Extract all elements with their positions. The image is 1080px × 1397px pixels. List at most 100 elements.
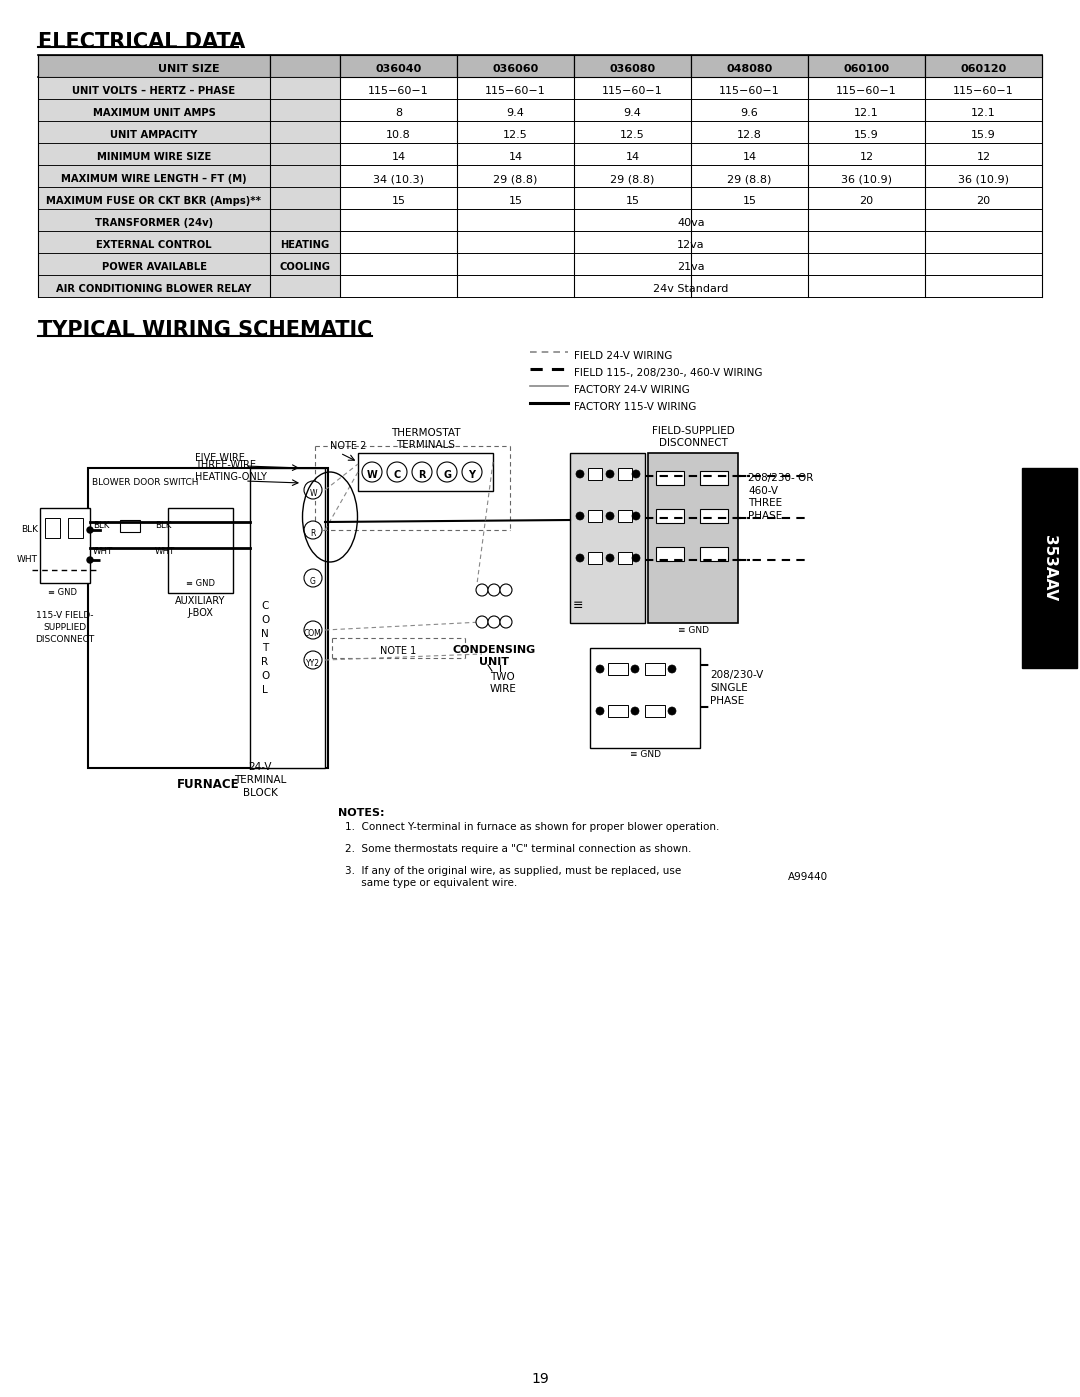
Bar [700,471,728,485]
Circle shape [411,462,432,482]
Text: 036060: 036060 [492,64,539,74]
Text: MINIMUM WIRE SIZE: MINIMUM WIRE SIZE [97,152,211,162]
Circle shape [576,555,584,562]
Circle shape [606,469,615,478]
Text: WHT: WHT [17,556,38,564]
Circle shape [303,651,322,669]
Text: FACTORY 115-V WIRING: FACTORY 115-V WIRING [573,402,697,412]
Text: WHT: WHT [156,548,175,556]
Bar [270,231,340,253]
Bar [608,664,627,675]
Text: 12va: 12va [677,240,705,250]
Circle shape [631,707,639,715]
Circle shape [500,584,512,597]
Bar [270,122,340,142]
Text: 15.9: 15.9 [971,130,996,140]
Circle shape [437,462,457,482]
Bar [357,453,492,490]
Bar [38,253,270,275]
Circle shape [87,527,93,534]
Text: 208/230- OR: 208/230- OR [748,474,813,483]
Text: 115−60−1: 115−60−1 [485,87,545,96]
Bar [270,77,340,99]
Text: UNIT SIZE: UNIT SIZE [158,64,220,74]
Text: WHT: WHT [93,548,113,556]
Bar [645,664,665,675]
Bar [645,705,665,717]
Circle shape [632,555,640,562]
Text: BLOWER DOOR SWITCH: BLOWER DOOR SWITCH [92,478,199,488]
Text: 115−60−1: 115−60−1 [954,87,1014,96]
Text: MAXIMUM FUSE OR CKT BKR (Amps)**: MAXIMUM FUSE OR CKT BKR (Amps)** [46,196,261,205]
Circle shape [488,584,500,597]
Text: ≡ GND: ≡ GND [49,588,78,597]
Text: TRANSFORMER (24v): TRANSFORMER (24v) [95,218,213,228]
Bar [270,187,340,210]
Text: 15: 15 [391,196,405,205]
Text: C
O
N
T
R
O
L: C O N T R O L [261,601,269,694]
Text: 2.  Some thermostats require a "C" terminal connection as shown.: 2. Some thermostats require a "C" termin… [345,844,691,854]
Text: 060120: 060120 [960,64,1007,74]
Bar [38,275,270,298]
Text: 9.4: 9.4 [623,108,642,117]
Text: TWO
WIRE: TWO WIRE [490,672,517,693]
Bar [457,54,573,77]
Text: FIELD 115-, 208/230-, 460-V WIRING: FIELD 115-, 208/230-, 460-V WIRING [573,367,762,379]
Text: 29 (8.8): 29 (8.8) [610,175,654,184]
Text: UNIT AMPACITY: UNIT AMPACITY [110,130,198,140]
Text: CONDENSING
UNIT: CONDENSING UNIT [453,645,536,666]
Circle shape [362,462,382,482]
Bar [38,231,270,253]
Text: 34 (10.3): 34 (10.3) [373,175,424,184]
Text: 12.1: 12.1 [971,108,996,117]
Text: W: W [309,489,316,499]
Text: NOTE 2: NOTE 2 [330,441,366,451]
Text: 12: 12 [860,152,874,162]
Text: 15: 15 [625,196,639,205]
Text: A99440: A99440 [788,872,828,882]
Text: NOTES:: NOTES: [338,807,384,819]
Bar [168,509,233,592]
Circle shape [632,511,640,520]
Text: HEATING: HEATING [281,240,329,250]
Circle shape [462,462,482,482]
Text: SINGLE: SINGLE [710,683,747,693]
Circle shape [500,616,512,629]
Circle shape [303,481,322,499]
Text: 060100: 060100 [843,64,890,74]
Bar [87,468,328,768]
Bar [588,468,602,481]
Text: 20: 20 [860,196,874,205]
Text: Y: Y [469,469,475,481]
Bar [40,509,90,583]
Text: FIELD 24-V WIRING: FIELD 24-V WIRING [573,351,673,360]
Text: FACTORY 24-V WIRING: FACTORY 24-V WIRING [573,386,690,395]
Bar [120,520,140,532]
Circle shape [606,511,615,520]
Text: FURNACE: FURNACE [177,778,240,791]
Text: 9.4: 9.4 [507,108,525,117]
Text: 115−60−1: 115−60−1 [719,87,780,96]
Text: THREE-WIRE
HEATING-ONLY: THREE-WIRE HEATING-ONLY [195,460,267,482]
Text: 15: 15 [743,196,756,205]
Bar [656,548,684,562]
Text: C: C [393,469,401,481]
Text: 8: 8 [395,108,402,117]
Text: POWER AVAILABLE: POWER AVAILABLE [102,263,206,272]
Text: 20: 20 [976,196,990,205]
Text: 12.5: 12.5 [620,130,645,140]
Circle shape [476,584,488,597]
Text: 115-V FIELD-
SUPPLIED
DISCONNECT: 115-V FIELD- SUPPLIED DISCONNECT [36,610,95,644]
Circle shape [87,557,93,563]
Bar [38,187,270,210]
Bar [270,54,340,77]
Bar [588,552,602,564]
Circle shape [596,665,604,673]
Circle shape [576,511,584,520]
Circle shape [606,555,615,562]
Circle shape [303,622,322,638]
Bar [618,552,632,564]
Text: G: G [310,577,316,587]
Text: 1.  Connect Y-terminal in furnace as shown for proper blower operation.: 1. Connect Y-terminal in furnace as show… [345,821,719,833]
Text: ≡ GND: ≡ GND [186,578,215,588]
